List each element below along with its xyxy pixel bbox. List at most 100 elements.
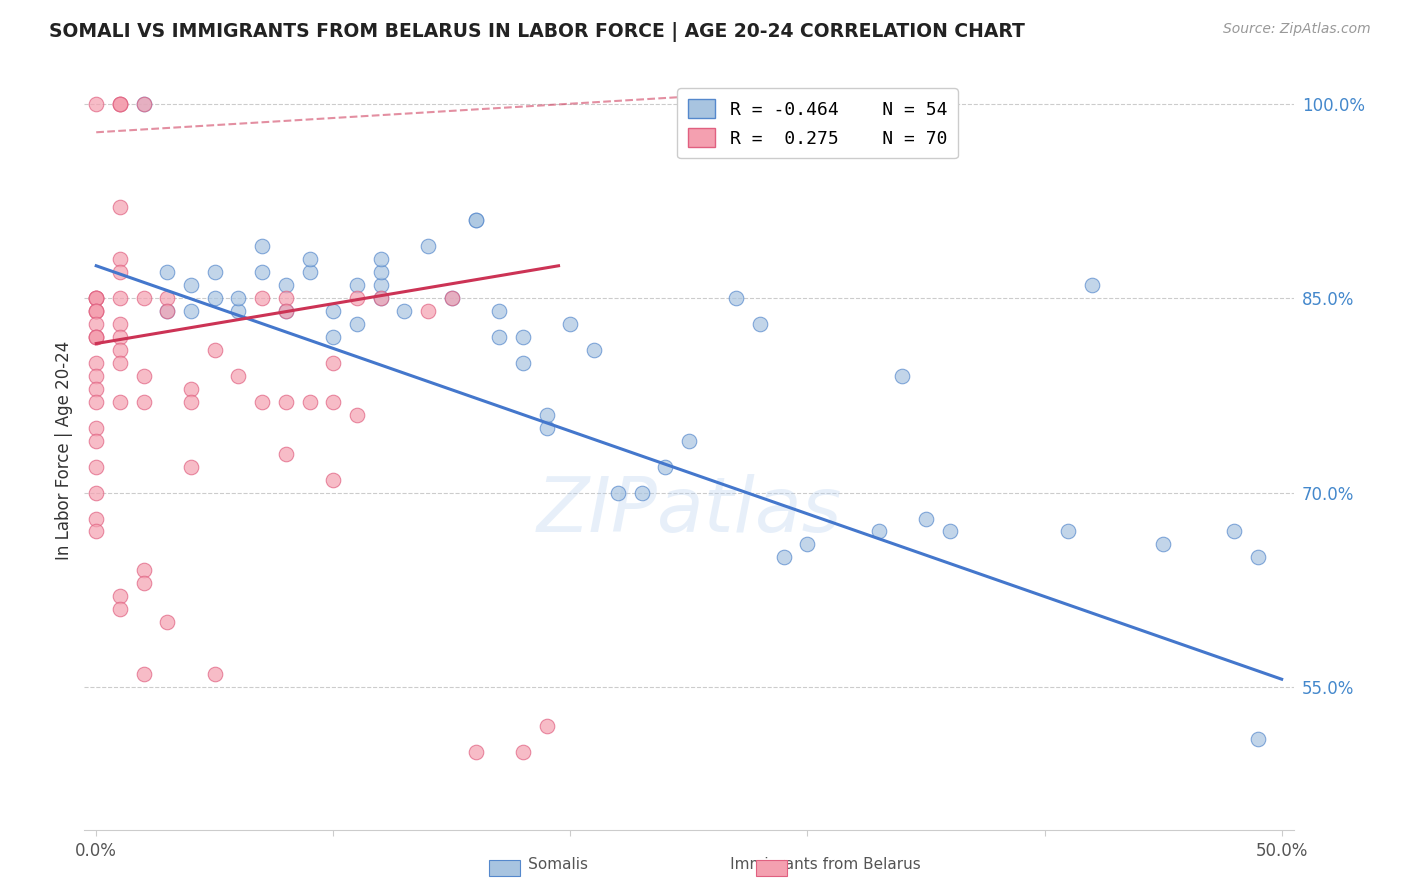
Point <box>84 368 107 383</box>
Point <box>108 395 131 409</box>
Point <box>322 395 344 409</box>
Point <box>536 421 558 435</box>
Point <box>108 252 131 267</box>
Point <box>204 343 226 357</box>
Point <box>84 291 107 305</box>
Point <box>156 615 179 630</box>
Point <box>84 459 107 474</box>
Point <box>418 239 440 253</box>
Point <box>84 330 107 344</box>
Point <box>204 667 226 681</box>
Text: Source: ZipAtlas.com: Source: ZipAtlas.com <box>1223 22 1371 37</box>
Point <box>630 485 652 500</box>
Point <box>84 356 107 370</box>
Point <box>512 330 534 344</box>
Point <box>84 317 107 331</box>
Point <box>156 304 179 318</box>
Point <box>274 304 297 318</box>
Point <box>488 304 510 318</box>
Point <box>464 745 486 759</box>
Point <box>796 537 818 551</box>
Point <box>108 96 131 111</box>
Point <box>108 201 131 215</box>
Point <box>180 395 202 409</box>
Point <box>132 563 155 577</box>
Point <box>346 317 368 331</box>
Point <box>108 96 131 111</box>
Point <box>370 265 392 279</box>
Point <box>132 96 155 111</box>
Point <box>84 382 107 396</box>
Point <box>108 317 131 331</box>
Point <box>108 96 131 111</box>
Point <box>132 96 155 111</box>
Point <box>156 291 179 305</box>
Point <box>370 278 392 293</box>
Point <box>868 524 890 539</box>
Point <box>84 304 107 318</box>
Point <box>322 330 344 344</box>
Text: Immigrants from Belarus: Immigrants from Belarus <box>696 857 921 872</box>
Point <box>156 265 179 279</box>
Point <box>274 278 297 293</box>
Point <box>228 291 250 305</box>
Point <box>464 213 486 227</box>
Point <box>228 304 250 318</box>
Point <box>1057 524 1080 539</box>
Point <box>370 291 392 305</box>
Point <box>84 291 107 305</box>
Point <box>132 576 155 591</box>
Point <box>84 511 107 525</box>
Point <box>204 265 226 279</box>
Point <box>250 291 273 305</box>
Point <box>583 343 606 357</box>
Point <box>84 291 107 305</box>
Text: Somalis: Somalis <box>495 857 588 872</box>
Point <box>654 459 676 474</box>
Point <box>298 395 321 409</box>
Point <box>132 395 155 409</box>
Point <box>891 368 914 383</box>
Point <box>1223 524 1246 539</box>
Point <box>1152 537 1174 551</box>
Point <box>108 265 131 279</box>
Point <box>512 356 534 370</box>
Point <box>322 304 344 318</box>
Point <box>132 291 155 305</box>
Point <box>204 291 226 305</box>
Point <box>180 459 202 474</box>
Point <box>394 304 416 318</box>
Point <box>440 291 463 305</box>
Legend: R = -0.464    N = 54, R =  0.275    N = 70: R = -0.464 N = 54, R = 0.275 N = 70 <box>678 88 957 159</box>
Point <box>250 265 273 279</box>
Point <box>84 421 107 435</box>
Point <box>84 524 107 539</box>
Point <box>84 434 107 448</box>
Point <box>346 291 368 305</box>
Point <box>772 550 794 565</box>
Point <box>346 278 368 293</box>
Point <box>938 524 960 539</box>
Point <box>108 356 131 370</box>
Point <box>725 291 748 305</box>
Point <box>108 602 131 616</box>
Point <box>346 408 368 422</box>
Point <box>108 343 131 357</box>
Point <box>512 745 534 759</box>
Point <box>274 395 297 409</box>
Text: SOMALI VS IMMIGRANTS FROM BELARUS IN LABOR FORCE | AGE 20-24 CORRELATION CHART: SOMALI VS IMMIGRANTS FROM BELARUS IN LAB… <box>49 22 1025 42</box>
Y-axis label: In Labor Force | Age 20-24: In Labor Force | Age 20-24 <box>55 341 73 560</box>
Point <box>464 213 486 227</box>
Point <box>440 291 463 305</box>
Point <box>1247 550 1270 565</box>
Point <box>250 395 273 409</box>
Point <box>370 291 392 305</box>
Point <box>298 265 321 279</box>
Point <box>560 317 582 331</box>
Point <box>180 304 202 318</box>
Point <box>84 395 107 409</box>
Point <box>156 304 179 318</box>
Point <box>274 447 297 461</box>
Point <box>915 511 938 525</box>
Text: ZIPatlas: ZIPatlas <box>536 475 842 548</box>
